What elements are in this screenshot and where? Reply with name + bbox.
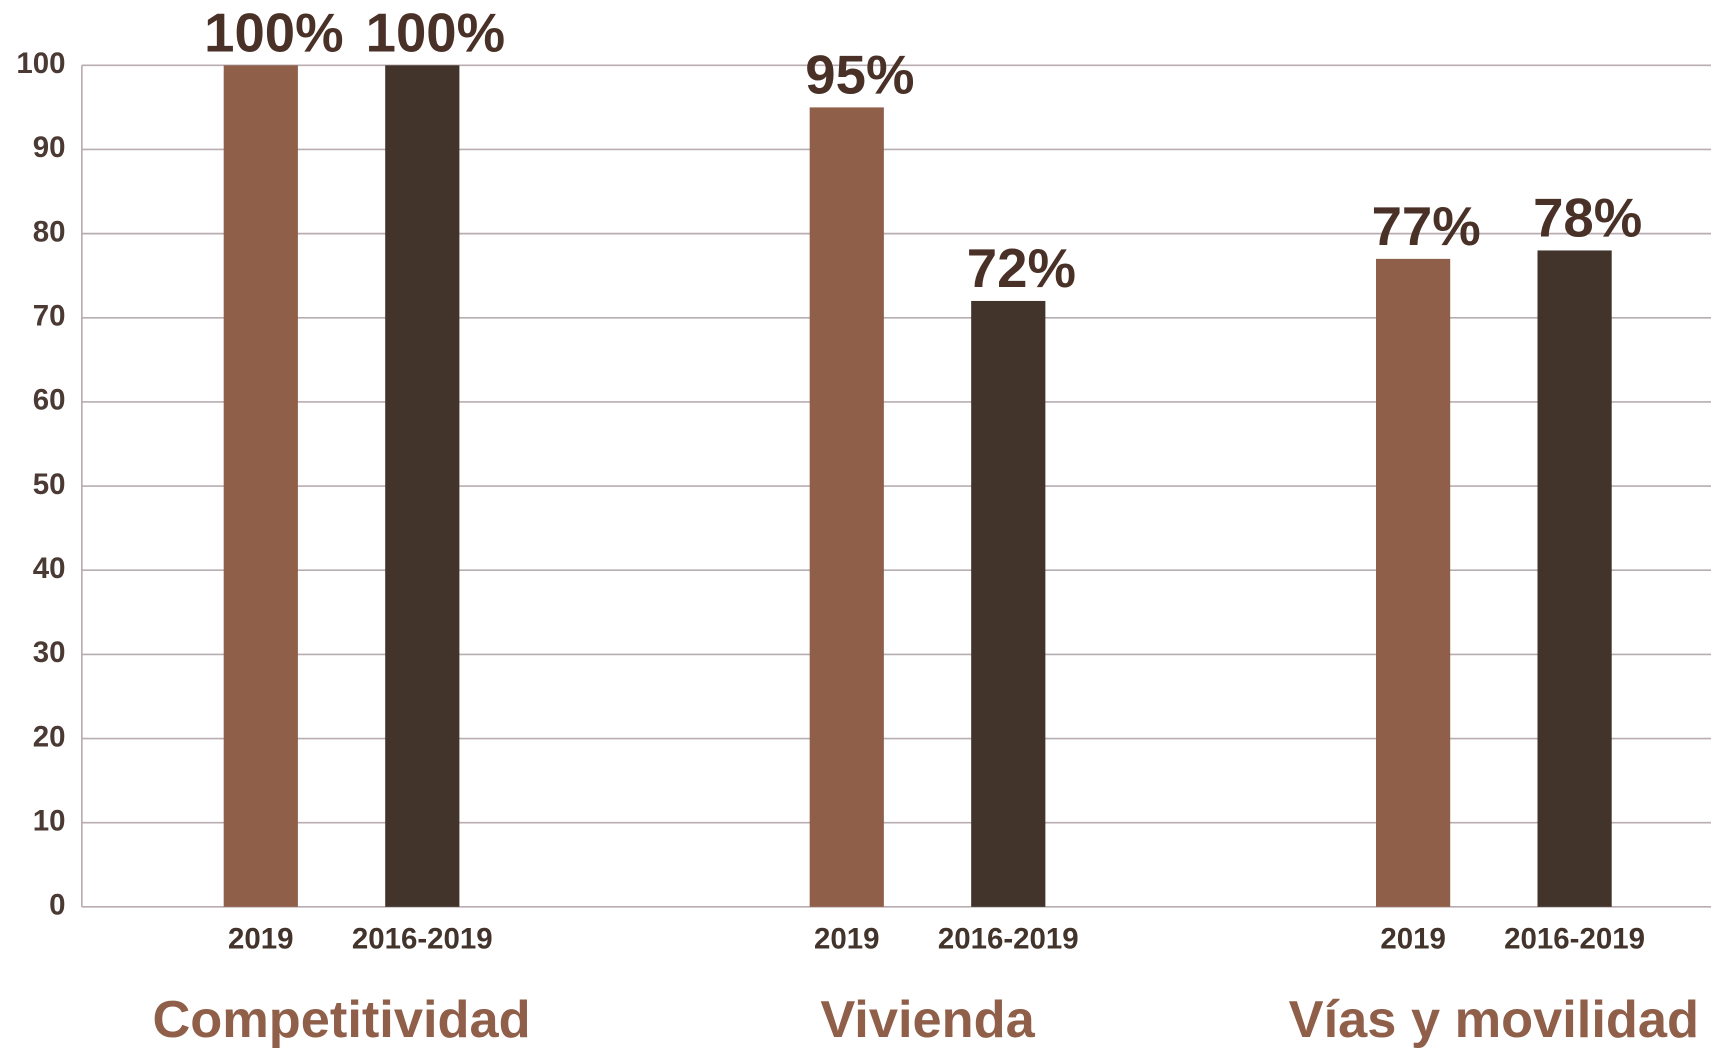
y-tick-label: 40 (33, 552, 66, 585)
y-tick-label: 100 (16, 47, 65, 80)
bar-label: 2016-2019 (938, 922, 1079, 955)
bar (223, 65, 298, 907)
data-label: 100% (366, 2, 506, 63)
bar-label: 2019 (1380, 922, 1445, 955)
y-tick-label: 30 (33, 636, 66, 669)
y-tick-label: 20 (33, 720, 66, 753)
bar (971, 300, 1046, 907)
data-label: 95% (805, 45, 914, 106)
bar-label: 2016-2019 (1504, 922, 1645, 955)
bar-label: 2016-2019 (352, 922, 493, 955)
bar (385, 65, 460, 907)
bar-label: 2019 (228, 922, 293, 955)
data-label: 72% (967, 238, 1076, 299)
y-tick-label: 70 (33, 300, 66, 333)
y-tick-label: 50 (33, 468, 66, 501)
category-label: Vivienda (820, 991, 1035, 1049)
bar (809, 107, 884, 907)
bar-label: 2019 (814, 922, 879, 955)
category-label: Competitividad (152, 991, 530, 1049)
bar (1537, 250, 1612, 907)
y-tick-label: 80 (33, 215, 66, 248)
y-tick-label: 60 (33, 384, 66, 417)
y-tick-label: 10 (33, 804, 66, 837)
bar (1376, 258, 1451, 907)
category-label: Vías y movilidad (1289, 991, 1699, 1049)
y-tick-label: 0 (49, 889, 65, 922)
y-tick-label: 90 (33, 131, 66, 164)
data-label: 78% (1533, 188, 1642, 249)
data-label: 100% (204, 2, 344, 63)
data-label: 77% (1372, 196, 1481, 257)
